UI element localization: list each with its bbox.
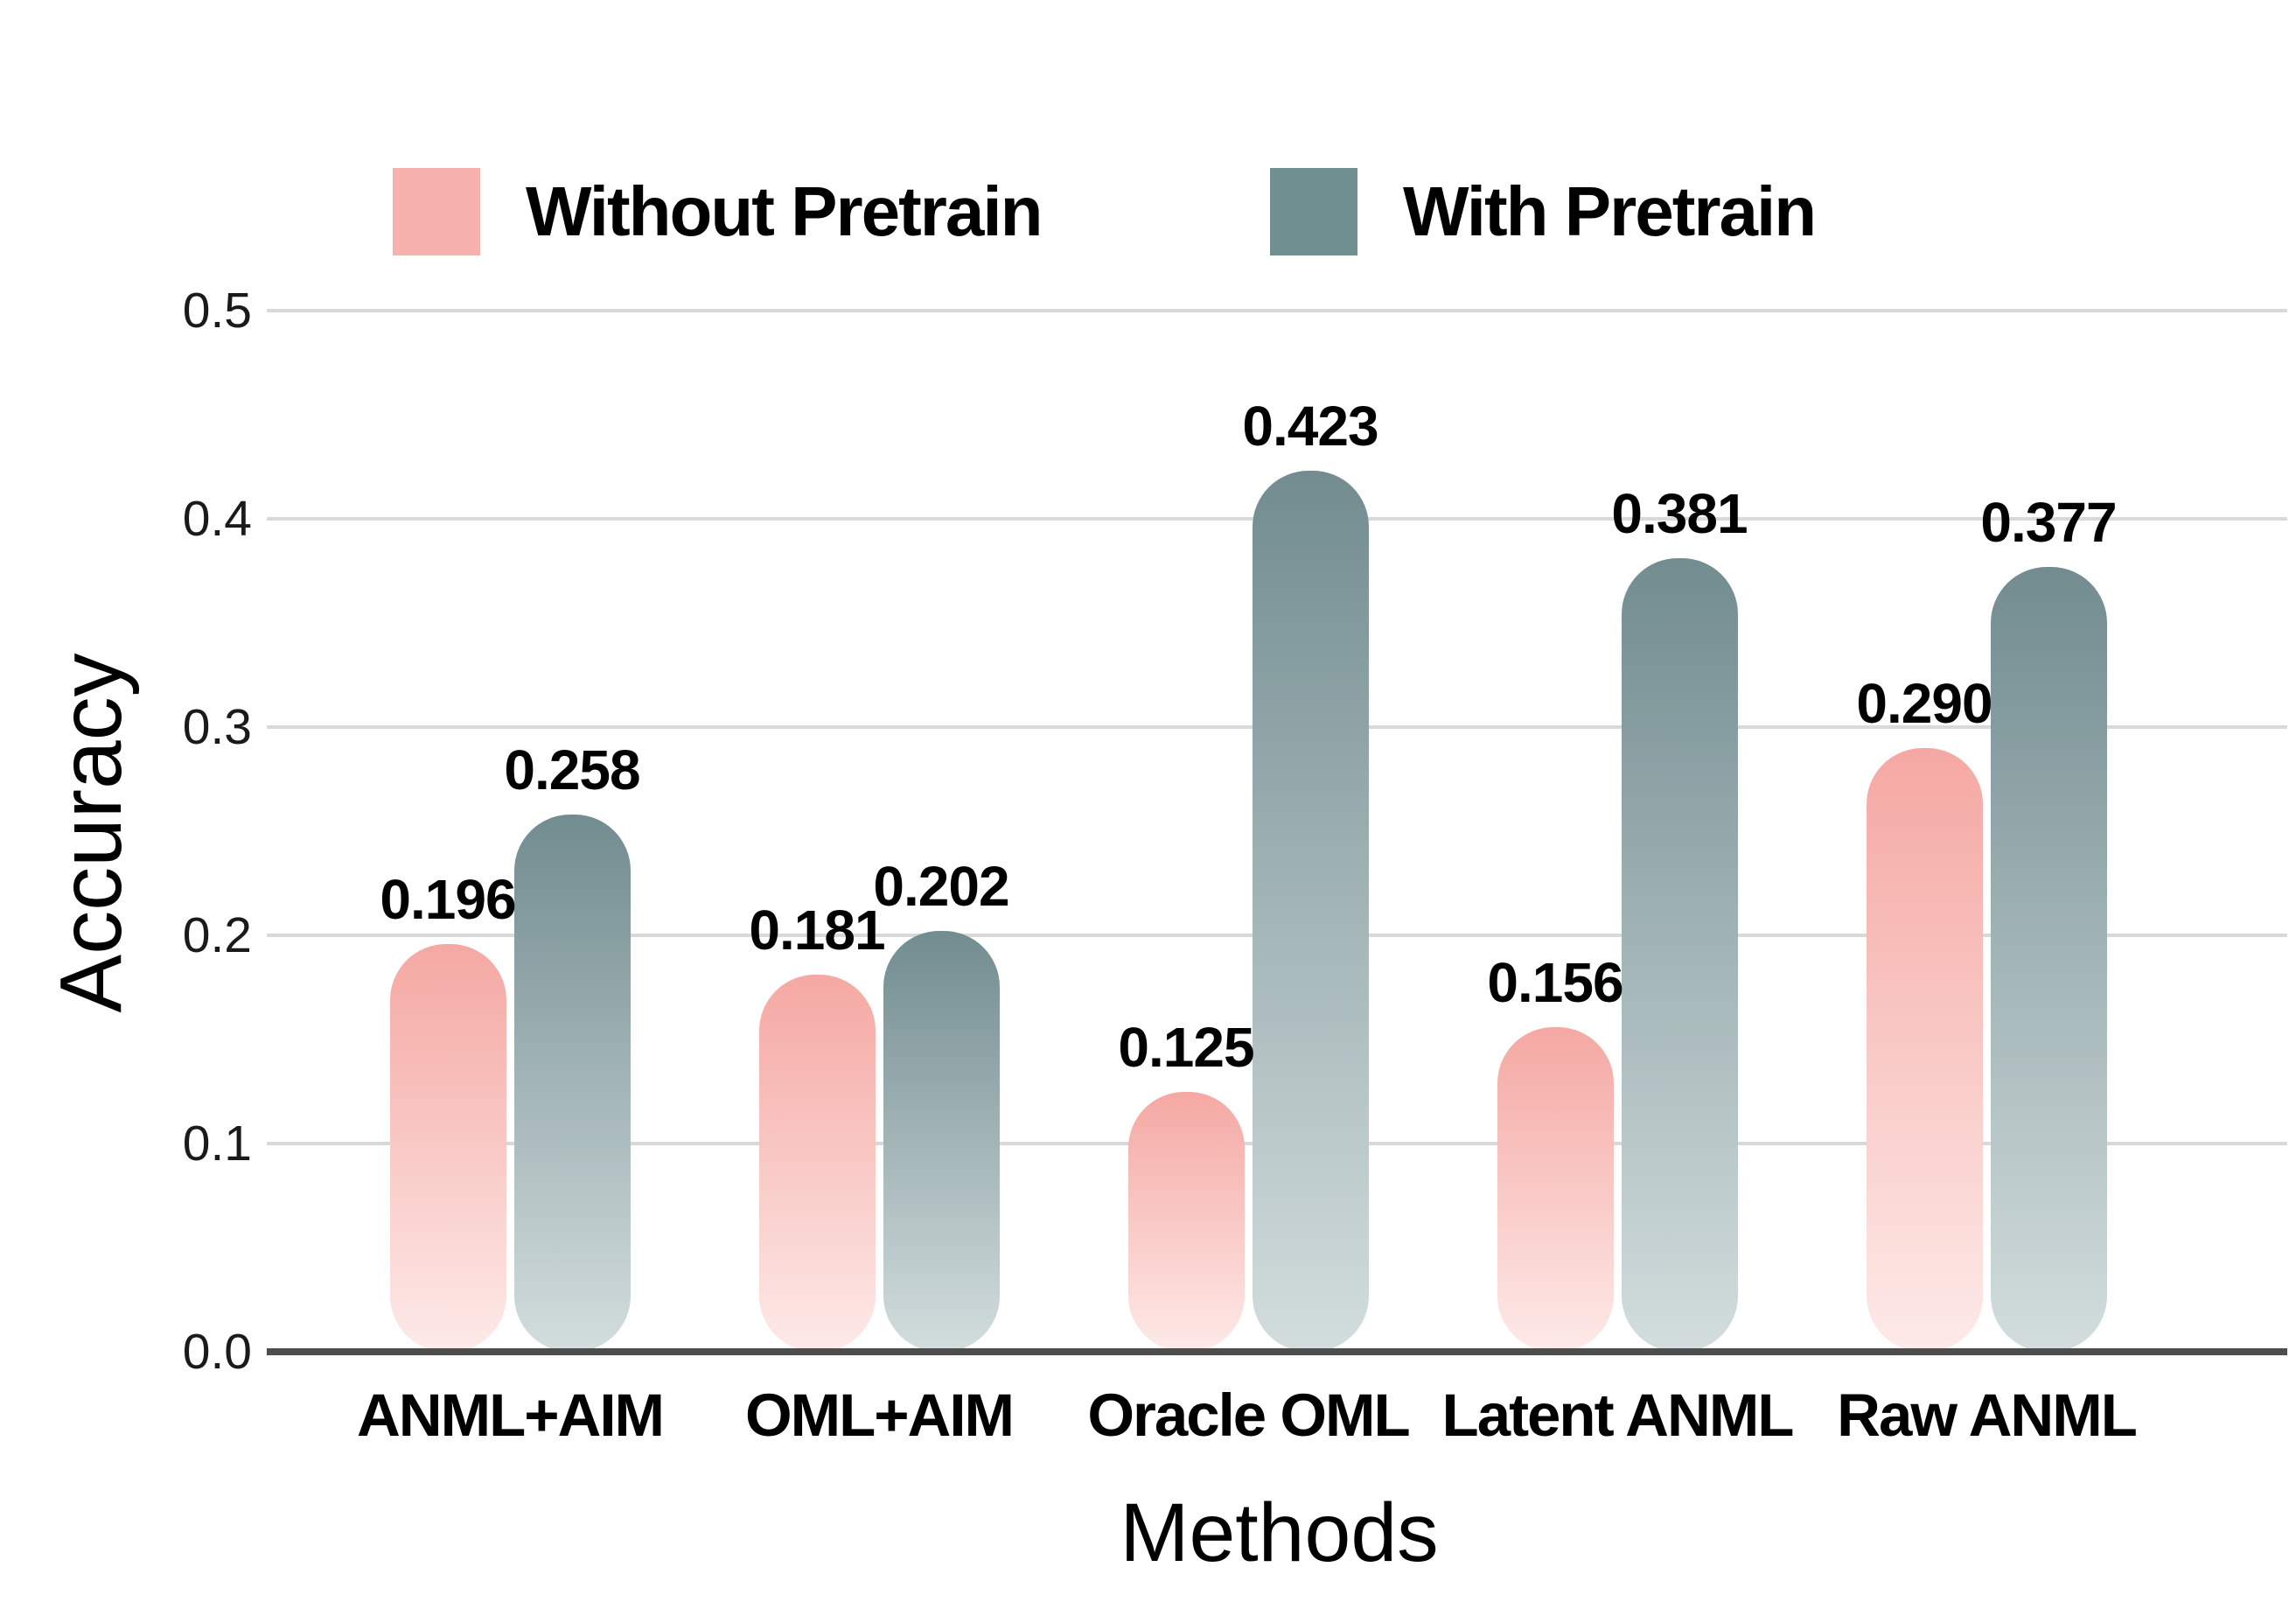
legend-item-with-pretrain: With Pretrain xyxy=(1270,168,1817,255)
bar-value-label-with-pretrain-1: 0.202 xyxy=(873,855,1009,919)
bar-value-label-without-pretrain-0: 0.196 xyxy=(380,867,516,931)
category-label-2: Oracle OML xyxy=(1087,1382,1410,1449)
category-label-1: OML+AIM xyxy=(744,1382,1015,1449)
bar-value-label-with-pretrain-0: 0.258 xyxy=(504,738,640,801)
category-label-3: Latent ANML xyxy=(1441,1382,1795,1449)
bar-with-pretrain-3 xyxy=(1621,558,1738,1352)
bar-value-label-with-pretrain-4: 0.377 xyxy=(1980,490,2117,554)
bar-with-pretrain-0 xyxy=(513,814,631,1352)
y-tick-label-0.4: 0.4 xyxy=(182,491,252,547)
y-tick-label-0.5: 0.5 xyxy=(182,283,252,339)
bar-value-label-with-pretrain-3: 0.381 xyxy=(1611,482,1748,546)
legend-swatch-without-pretrain xyxy=(393,168,480,255)
bar-without-pretrain-3 xyxy=(1497,1026,1614,1352)
gridline-0.5 xyxy=(267,309,2287,312)
bar-with-pretrain-1 xyxy=(883,931,1000,1352)
bar-with-pretrain-2 xyxy=(1252,471,1369,1352)
x-axis-title: Methods xyxy=(1120,1487,1439,1579)
bar-value-label-without-pretrain-4: 0.290 xyxy=(1856,671,1992,735)
legend-label-without-pretrain: Without Pretrain xyxy=(526,172,1043,250)
bar-with-pretrain-4 xyxy=(1990,566,2107,1352)
bar-without-pretrain-0 xyxy=(389,943,506,1352)
y-tick-label-0.3: 0.3 xyxy=(182,699,252,755)
y-tick-label-0.0: 0.0 xyxy=(182,1324,252,1380)
bar-value-label-without-pretrain-3: 0.156 xyxy=(1487,950,1623,1014)
y-tick-label-0.2: 0.2 xyxy=(182,907,252,963)
bar-without-pretrain-2 xyxy=(1127,1091,1245,1352)
bar-value-label-without-pretrain-2: 0.125 xyxy=(1118,1015,1254,1079)
bar-without-pretrain-1 xyxy=(758,975,876,1352)
bar-value-label-without-pretrain-1: 0.181 xyxy=(749,899,885,962)
y-tick-label-0.1: 0.1 xyxy=(182,1116,252,1172)
chart-legend: Without Pretrain With Pretrain xyxy=(0,168,2296,255)
category-label-0: ANML+AIM xyxy=(356,1382,665,1449)
bar-without-pretrain-4 xyxy=(1866,747,1983,1352)
legend-label-with-pretrain: With Pretrain xyxy=(1403,172,1817,250)
x-axis-line xyxy=(267,1348,2287,1355)
legend-swatch-with-pretrain xyxy=(1270,168,1357,255)
legend-item-without-pretrain: Without Pretrain xyxy=(393,168,1043,255)
category-label-4: Raw ANML xyxy=(1837,1382,2138,1449)
bar-value-label-with-pretrain-2: 0.423 xyxy=(1242,395,1378,458)
